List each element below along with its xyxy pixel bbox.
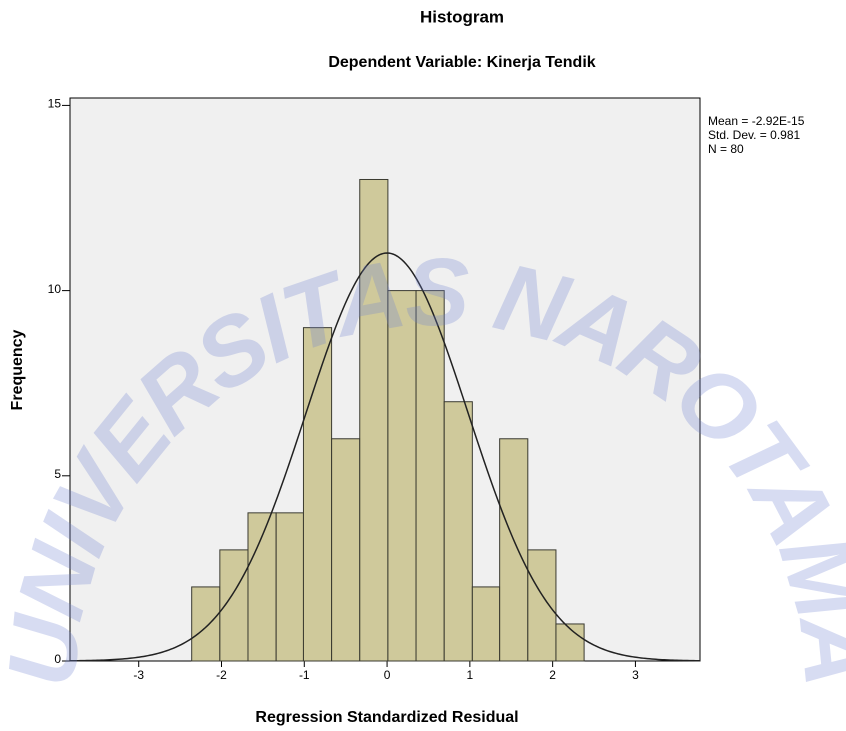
stat-label: Mean = -2.92E-15	[708, 114, 805, 128]
bar	[276, 513, 303, 661]
y-tick-label: 10	[48, 282, 62, 296]
chart: Histogram Dependent Variable: Kinerja Te…	[0, 0, 846, 731]
bar	[192, 587, 220, 661]
chart-subtitle: Dependent Variable: Kinerja Tendik	[328, 54, 595, 71]
x-axis-label: Regression Standardized Residual	[255, 709, 518, 726]
stat-label: Std. Dev. = 0.981	[708, 128, 800, 142]
x-tick-label: 0	[384, 668, 391, 682]
bar	[472, 587, 499, 661]
x-tick-label: 2	[549, 668, 556, 682]
x-tick-label: -3	[133, 668, 144, 682]
x-tick-label: 3	[632, 668, 639, 682]
bar	[528, 550, 556, 661]
bar	[444, 402, 472, 661]
x-tick-label: 1	[467, 668, 474, 682]
bar	[332, 439, 360, 661]
y-tick-label: 15	[48, 97, 62, 111]
stat-label: N = 80	[708, 142, 744, 156]
bar	[500, 439, 528, 661]
chart-title: Histogram	[420, 7, 504, 26]
x-tick-label: -1	[299, 668, 310, 682]
y-axis-label: Frequency	[9, 329, 26, 410]
x-tick-label: -2	[216, 668, 227, 682]
